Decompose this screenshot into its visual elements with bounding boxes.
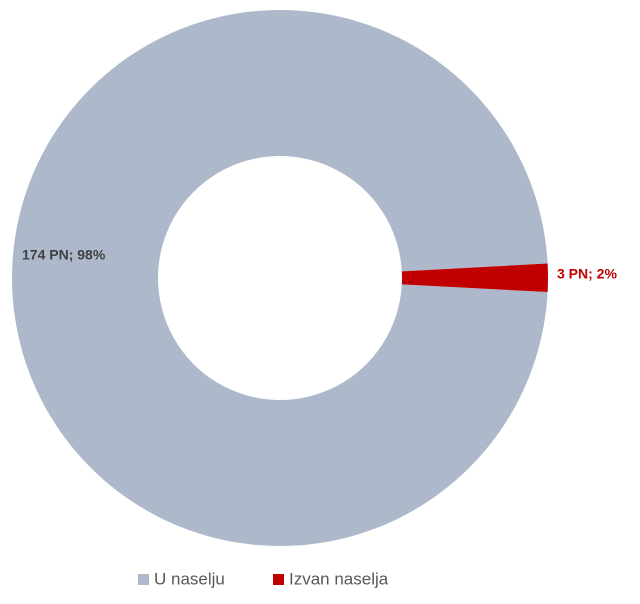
legend-swatch — [138, 574, 149, 585]
data-label: 3 PN; 2% — [557, 266, 617, 282]
donut-slice — [11, 9, 548, 546]
donut-slice — [401, 263, 548, 293]
legend-swatch — [273, 574, 284, 585]
data-label: 174 PN; 98% — [22, 247, 106, 263]
legend-label: U naselju — [154, 569, 225, 588]
legend-label: Izvan naselja — [289, 569, 389, 588]
